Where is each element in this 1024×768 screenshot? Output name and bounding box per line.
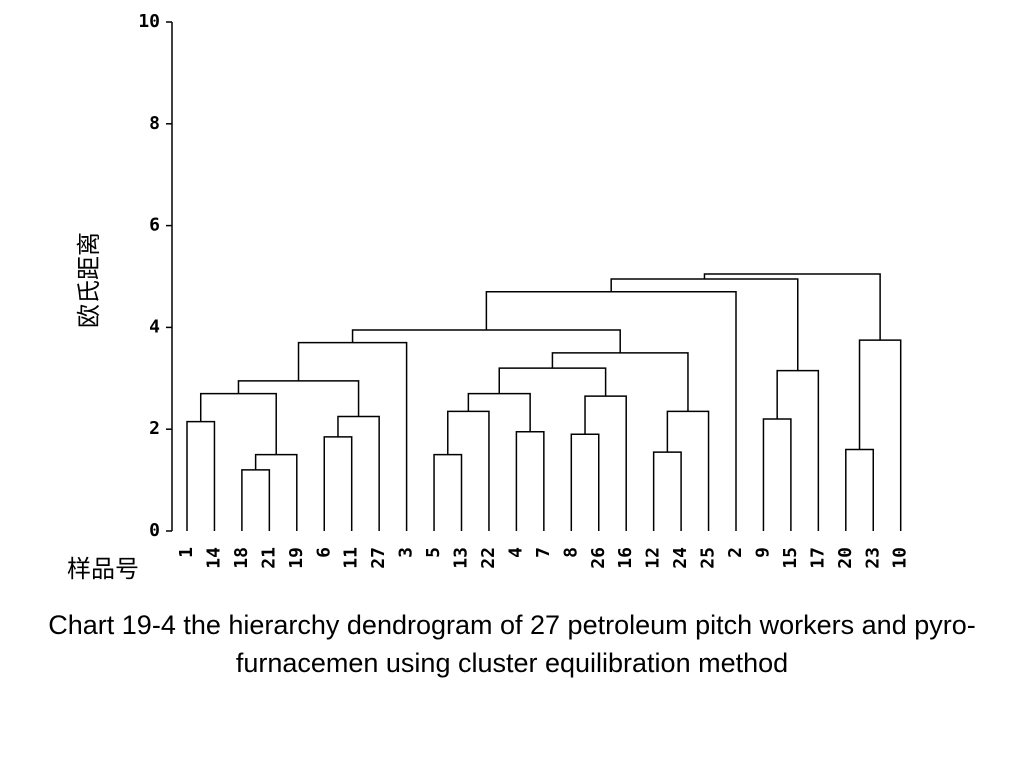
leaf-label: 13 xyxy=(451,547,472,569)
leaf-label: 12 xyxy=(643,547,664,569)
leaf-label: 6 xyxy=(313,547,334,558)
y-tick-label: 8 xyxy=(149,113,160,134)
dendrogram-link xyxy=(241,469,271,531)
dendrogram-link xyxy=(186,420,216,531)
dendrogram-link xyxy=(515,430,545,531)
leaf-label: 5 xyxy=(423,547,444,558)
dendrogram-link xyxy=(551,352,689,412)
dendrogram-link xyxy=(776,369,820,531)
dendrogram-link xyxy=(858,339,902,531)
leaf-label: 21 xyxy=(258,547,279,569)
leaf-label: 11 xyxy=(341,547,362,569)
leaf-label: 27 xyxy=(368,547,389,569)
leaf-labels: 1 14 18 21 19 6 11 27 3 5 13 22 4 7 8 26 16 12 24 25 2 9 15 17 2… xyxy=(176,547,911,569)
dendrogram-link xyxy=(570,433,600,531)
dendrogram-link xyxy=(703,273,881,341)
x-axis-label: 样品号 xyxy=(67,555,139,583)
y-tick-label: 6 xyxy=(149,215,160,236)
y-axis-label: 欧氏距离 xyxy=(75,232,103,328)
leaf-label: 2 xyxy=(725,547,746,558)
y-tick-label: 4 xyxy=(149,316,160,337)
leaf-label: 9 xyxy=(752,547,773,558)
leaf-label: 8 xyxy=(560,547,581,558)
leaf-label: 14 xyxy=(203,547,224,569)
leaf-label: 3 xyxy=(396,547,417,558)
dendrogram-link xyxy=(297,341,408,531)
dendrogram-link xyxy=(652,451,682,531)
leaf-label: 1 xyxy=(176,547,197,558)
dendrogram-link xyxy=(337,415,380,531)
dendrogram-link xyxy=(762,418,792,531)
y-ticks: 0 2 4 6 8 10 xyxy=(138,11,172,541)
leaf-label: 22 xyxy=(478,547,499,569)
dendrogram-link xyxy=(447,410,490,531)
leaf-label: 24 xyxy=(670,547,691,569)
leaf-label: 15 xyxy=(780,547,801,569)
leaf-label: 7 xyxy=(533,547,554,558)
leaf-label: 20 xyxy=(835,547,856,569)
chart-caption: Chart 19-4 the hierarchy dendrogram of 2… xyxy=(48,610,976,678)
dendrogram-link xyxy=(610,278,799,371)
dendrogram-link xyxy=(433,453,463,531)
dendrogram-link xyxy=(666,410,710,531)
leaf-label: 16 xyxy=(615,547,636,569)
dendrogram-link xyxy=(467,392,531,432)
dendrogram-link xyxy=(237,380,360,417)
dendrogram-link xyxy=(323,436,353,531)
y-tick-label: 0 xyxy=(149,520,160,541)
leaf-label: 4 xyxy=(505,547,526,558)
leaf-label: 26 xyxy=(588,547,609,569)
dendrogram-link xyxy=(254,453,298,531)
dendrogram-link xyxy=(845,448,874,531)
leaf-label: 10 xyxy=(890,547,911,569)
dendrogram-link xyxy=(584,395,627,531)
leaf-label: 25 xyxy=(698,547,719,569)
leaf-label: 19 xyxy=(286,547,307,569)
leaf-label: 18 xyxy=(231,547,252,569)
y-tick-label: 2 xyxy=(149,418,160,439)
dendrogram-link xyxy=(351,329,621,353)
y-tick-label: 10 xyxy=(138,11,160,32)
leaf-label: 23 xyxy=(862,547,883,569)
dendrogram-link xyxy=(199,392,277,455)
dendrogram-link xyxy=(498,367,607,397)
leaf-label: 17 xyxy=(807,547,828,569)
dendrogram-links xyxy=(186,273,902,531)
